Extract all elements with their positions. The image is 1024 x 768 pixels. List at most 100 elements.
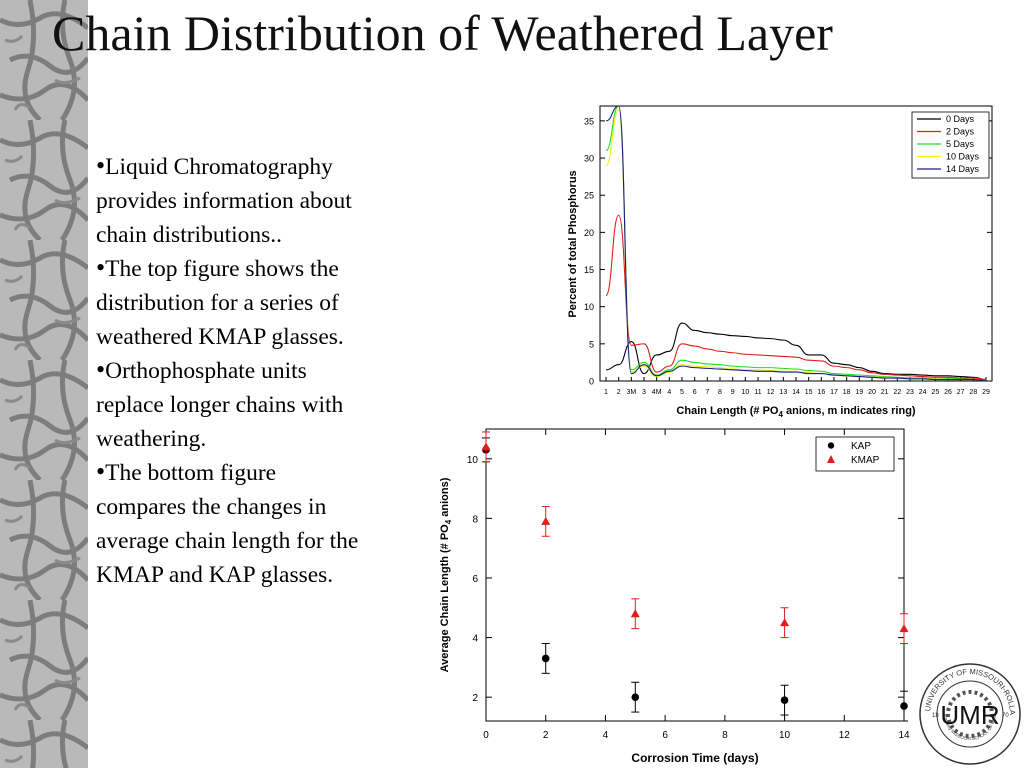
average-chain-length-chart: 2 4 6 8 10 0 2 4 6 8 10 12 14 KAP KMAP Average Chain… xyxy=(439,428,910,765)
x-tick-label: 12 xyxy=(839,730,851,741)
legend-label: 10 Days xyxy=(946,152,980,162)
bullet-item: •Orthophosphate units replace longer cha… xyxy=(96,355,344,453)
series-line-5-days xyxy=(605,105,987,381)
y-tick-label: 20 xyxy=(584,228,594,238)
logo-year-left: 18 xyxy=(932,713,939,719)
bullet-item: •The top figure shows the distribution f… xyxy=(96,253,344,351)
x-tick-label: 10 xyxy=(779,730,791,741)
legend-label: 14 Days xyxy=(946,164,980,174)
bottom-chart-y-label: Average Chain Length (# PO4 anions) xyxy=(439,477,453,672)
series-line-2-days xyxy=(605,214,987,381)
y-tick-label: 35 xyxy=(584,116,594,126)
x-tick-label: 27 xyxy=(957,389,965,396)
x-tick-label: 3M xyxy=(626,389,636,396)
x-tick-label: 6 xyxy=(693,389,697,396)
x-tick-label: 4M xyxy=(652,389,662,396)
logo-year-right: 70 xyxy=(1002,713,1009,719)
x-tick-label: 1 xyxy=(604,389,608,396)
x-tick-label: 16 xyxy=(817,389,825,396)
y-tick-label: 4 xyxy=(472,634,478,645)
data-point-kap xyxy=(541,654,550,663)
bullet-list: •Liquid Chromatography provides informat… xyxy=(96,150,361,592)
x-tick-label: 22 xyxy=(893,389,901,396)
x-tick-label: 29 xyxy=(982,389,990,396)
top-chart-x-label: Chain Length (# PO4 anions, m indicates … xyxy=(676,405,915,419)
legend-marker xyxy=(827,442,835,449)
data-point-kmap xyxy=(780,618,790,627)
x-tick-label: 4 xyxy=(667,389,671,396)
legend-label: KAP xyxy=(851,441,871,452)
bottom-chart-series xyxy=(481,431,909,722)
y-tick-label: 6 xyxy=(472,574,478,585)
x-tick-label: 18 xyxy=(843,389,851,396)
x-tick-label: 15 xyxy=(805,389,813,396)
x-tick-label: 5 xyxy=(680,389,684,396)
stone-texture-strip xyxy=(0,0,88,768)
bottom-chart-legend: KAP KMAP xyxy=(815,436,895,472)
legend-label: 0 Days xyxy=(946,114,975,124)
y-tick-label: 0 xyxy=(589,377,594,387)
bullet-item: •The bottom figure compares the changes … xyxy=(96,457,359,589)
data-point-kmap xyxy=(630,609,640,618)
data-point-kap xyxy=(780,696,789,704)
legend-label: 5 Days xyxy=(946,139,975,149)
x-tick-label: 6 xyxy=(662,730,668,741)
x-tick-label: 8 xyxy=(718,389,722,396)
data-point-kmap xyxy=(899,624,909,633)
y-tick-label: 10 xyxy=(467,455,479,466)
x-tick-label: 26 xyxy=(944,389,952,396)
x-tick-label: 21 xyxy=(881,389,889,396)
x-tick-label: 14 xyxy=(898,730,910,741)
data-point-kmap xyxy=(541,516,551,525)
series-line-14-days xyxy=(605,105,987,381)
bullet-text: Orthophosphate units replace longer chai… xyxy=(96,358,344,452)
bottom-chart-x-label: Corrosion Time (days) xyxy=(631,751,758,765)
top-chart-y-label: Percent of total Phosphorus xyxy=(567,170,579,317)
legend-label: KMAP xyxy=(851,455,880,466)
top-chart-series xyxy=(605,105,987,381)
x-tick-label: 17 xyxy=(830,389,838,396)
bottom-chart-plot-area xyxy=(485,428,905,722)
top-chart-y-axis: 0 5 10 15 20 25 30 35 xyxy=(584,116,992,387)
bullet-text: Liquid Chromatography provides informati… xyxy=(96,154,352,248)
series-line-0-days xyxy=(605,322,987,381)
y-tick-label: 30 xyxy=(584,154,594,164)
x-tick-label: 19 xyxy=(855,389,863,396)
x-tick-label: 20 xyxy=(868,389,876,396)
x-tick-label: 23 xyxy=(906,389,914,396)
x-tick-label: 3 xyxy=(642,389,646,396)
y-tick-label: 5 xyxy=(589,339,594,349)
umr-logo: UNIVERSITY OF MISSOURI-ROLLA Formerly MI… xyxy=(918,662,1021,765)
bullet-text: The top figure shows the distribution fo… xyxy=(96,256,344,350)
y-tick-label: 15 xyxy=(584,265,594,275)
bullet-item: •Liquid Chromatography provides informat… xyxy=(96,151,352,249)
x-tick-label: 8 xyxy=(722,730,728,741)
x-tick-label: 14 xyxy=(792,389,800,396)
x-tick-label: 12 xyxy=(767,389,775,396)
top-chart-legend: 0 Days 2 Days 5 Days 10 Days 14 Days xyxy=(911,111,990,179)
x-tick-label: 10 xyxy=(741,389,749,396)
y-tick-label: 10 xyxy=(584,302,594,312)
data-point-kap xyxy=(631,693,640,701)
x-tick-label: 13 xyxy=(779,389,787,396)
y-tick-label: 2 xyxy=(472,693,478,704)
x-tick-label: 0 xyxy=(483,730,489,741)
bottom-chart-y-axis: 2 4 6 8 10 xyxy=(467,455,904,704)
x-tick-label: 11 xyxy=(754,389,761,396)
legend-label: 2 Days xyxy=(946,127,975,137)
x-tick-label: 24 xyxy=(919,389,927,396)
x-tick-label: 2 xyxy=(543,730,549,741)
y-tick-label: 25 xyxy=(584,191,594,201)
x-tick-label: 2 xyxy=(617,389,621,396)
x-tick-label: 28 xyxy=(969,389,977,396)
top-chart-x-axis: 1 2 3M 3 4M 4 5 6 7 8 9 10 11 12 13 14 15 16 17 18 19 20 21 22 2… xyxy=(604,377,990,396)
slide-title: Chain Distribution of Weathered Layer xyxy=(52,5,833,61)
data-point-kmap xyxy=(481,442,491,451)
x-tick-label: 9 xyxy=(731,389,735,396)
x-tick-label: 7 xyxy=(705,389,709,396)
y-tick-label: 8 xyxy=(472,514,478,525)
x-tick-label: 4 xyxy=(603,730,609,741)
legend-marker xyxy=(827,455,835,463)
bullet-text: The bottom figure compares the changes i… xyxy=(96,460,359,588)
